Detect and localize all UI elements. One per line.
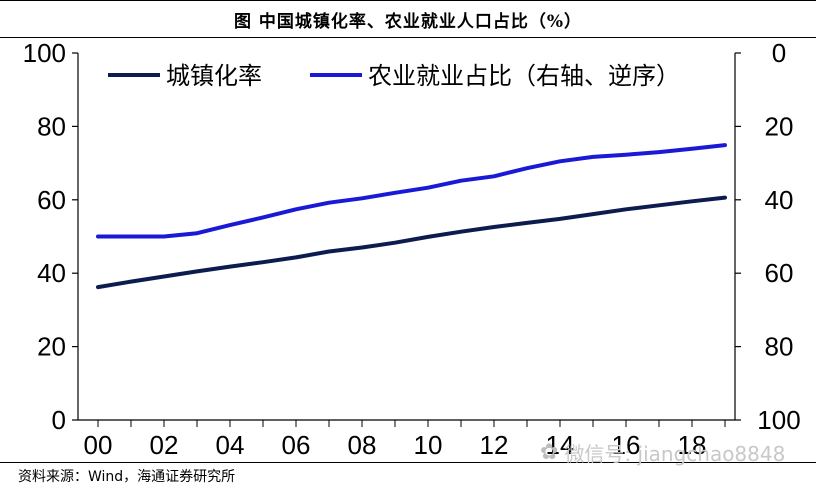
right-tick-label: 80 [765,332,794,362]
x-tick-label: 04 [216,430,245,460]
right-tick-label: 60 [765,258,794,288]
chart-title: 图 中国城镇化率、农业就业人口占比（%） [233,11,583,32]
right-tick-label: 100 [757,405,800,435]
left-tick-label: 20 [37,332,66,362]
wechat-icon: ✿ [540,440,559,465]
left-tick-label: 40 [37,258,66,288]
watermark-text: 微信号: jiangchao8848 [564,442,786,466]
watermark: ✿ 微信号: jiangchao8848 [540,438,785,467]
left-tick-label: 0 [52,405,66,435]
title-bar: 图 中国城镇化率、农业就业人口占比（%） [0,0,816,38]
x-tick-label: 06 [282,430,311,460]
right-tick-label: 0 [772,38,786,68]
x-tick-label: 00 [84,430,113,460]
x-tick-label: 18 [678,430,707,460]
x-tick-label: 08 [348,430,377,460]
x-tick-label: 14 [546,430,575,460]
divider [0,462,816,463]
left-tick-label: 100 [23,38,66,68]
chart-axes: 0 20 40 60 80 100 0 20 40 60 80 100 00 02 04 06 08 10 12 14… [23,38,801,460]
x-tick-label: 02 [150,430,179,460]
line-chart: 0 20 40 60 80 100 0 20 40 60 80 100 00 02 04 06 08 10 12 14… [23,38,801,460]
right-tick-label: 20 [765,111,794,141]
chart-lines [96,143,727,290]
x-tick-label: 10 [414,430,443,460]
left-tick-label: 60 [37,185,66,215]
legend-label-1: 农业就业占比（右轴、逆序） [368,62,680,90]
chart-legend: 城镇化率 农业就业占比（右轴、逆序） [108,62,680,90]
right-tick-label: 40 [765,185,794,215]
x-tick-label: 12 [480,430,509,460]
x-tick-label: 16 [612,430,641,460]
legend-label-0: 城镇化率 [166,62,262,90]
series-line-1 [96,143,727,239]
left-tick-label: 80 [37,111,66,141]
series-line-0 [96,195,727,290]
source-note: 资料来源：Wind，海通证券研究所 [18,469,236,485]
